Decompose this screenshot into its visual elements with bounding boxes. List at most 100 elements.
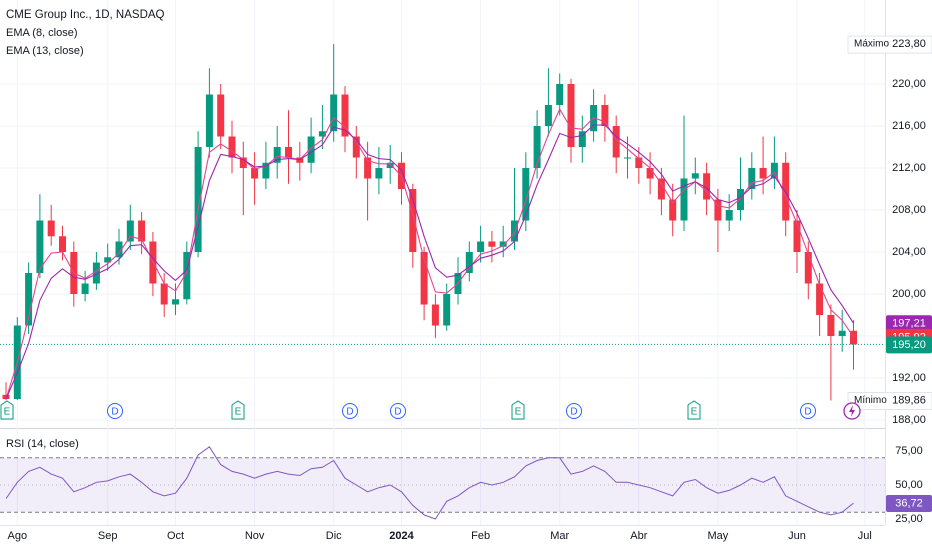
y-tick-label: 212,00 [892,162,926,174]
event-marker[interactable]: E [0,400,14,420]
candle-body [138,220,146,242]
candle-body [239,157,247,169]
candle-body [680,178,688,221]
candle-body [601,105,609,127]
event-shape [800,403,816,419]
candle-body [691,173,699,179]
candle-body [386,162,394,169]
extreme-name: Mínimo [854,395,887,406]
x-tick-label: Mar [550,530,569,542]
event-marker[interactable]: D [800,403,816,419]
x-tick-label: Feb [471,530,490,542]
event-marker[interactable]: D [566,403,582,419]
x-tick-label: 2024 [389,530,414,542]
x-tick-label: Abr [630,530,647,542]
candle-body [612,126,620,158]
candle-body [759,168,767,179]
event-marker[interactable]: E [687,400,701,420]
candle-body [556,84,564,106]
chart-title: CME Group Inc., 1D, NASDAQ [6,9,165,21]
axes: Ago Sep Oct Nov Dic 2024 Feb Mar Abr May Jun Jul 188… [8,35,932,542]
event-shape [107,403,123,419]
event-marker[interactable]: E [231,400,245,420]
extreme-value: 223,80 [892,38,926,50]
candle-body [81,283,89,295]
x-tick-label: Oct [167,530,184,542]
candle-body [431,304,439,326]
candle-body [443,294,451,326]
candle-body [262,162,270,179]
rsi-line [5,446,854,520]
event-shape [566,403,582,419]
event-label: E [4,407,11,418]
extreme-box [847,391,932,410]
candle-body [285,147,292,158]
candle-body [748,168,756,190]
candle-body [804,252,812,284]
candle-body [273,147,281,163]
event-label: D [111,407,118,418]
alert-icon[interactable] [843,402,861,420]
y-tick-label: 75,00 [895,445,923,457]
candle-body [544,105,552,127]
rsi-badge [886,495,932,513]
x-tick-label: Sep [98,530,118,542]
event-shape [687,400,701,420]
price-badge [886,315,932,333]
x-tick-label: Nov [245,530,265,542]
rsi-title: RSI (14, close) [6,438,79,450]
price-badge-label: 195,20 [892,339,926,351]
x-tick-label: Dic [326,530,342,542]
ema-line [5,124,854,400]
event-marker[interactable]: D [107,403,123,419]
legend-entry: EMA (13, close) [6,45,84,57]
y-tick-label: 200,00 [892,288,926,300]
candle-body [115,241,123,258]
event-marker[interactable]: E [511,400,525,420]
y-tick-label: 216,00 [892,120,926,132]
candle-body [375,168,383,179]
candle-body [307,136,315,163]
event-marker[interactable]: D [342,403,358,419]
candle-body [172,299,179,305]
candle-body [126,220,134,242]
price-badge-label: 197,21 [892,318,926,330]
candle-body [25,273,33,326]
rsi-band [0,457,885,513]
event-shape [231,400,245,420]
candle-body [205,94,213,148]
candle-body [816,283,824,316]
candle-body [47,220,55,237]
candle-body [488,241,496,247]
extreme-value: 189,86 [892,394,926,406]
x-tick-label: Ago [8,530,28,542]
y-tick-label: 208,00 [892,204,926,216]
event-shape [342,403,358,419]
x-tick-label: May [708,530,729,542]
candle-body [36,220,44,274]
event-label: D [570,407,577,418]
candle-body [194,147,202,253]
candle-body [567,84,575,148]
candle-body [251,168,259,179]
candle-body [624,157,631,159]
candle-body [838,330,846,337]
candle-body [59,236,66,253]
event-label: D [346,407,353,418]
candle-body [330,94,338,132]
plot [0,44,885,520]
y-tick-label: 50,00 [895,479,923,491]
candle-body [533,126,541,169]
candle-body [522,168,530,221]
event-marker[interactable]: D [390,403,406,419]
candle-body [703,173,711,200]
candle-body [850,330,857,345]
candle-body [511,220,518,242]
candle-body [420,252,428,305]
event-shape [511,400,525,420]
candle-body [364,157,372,179]
candle-body [635,157,643,169]
candle-body [827,315,835,337]
candle-body [318,131,326,137]
